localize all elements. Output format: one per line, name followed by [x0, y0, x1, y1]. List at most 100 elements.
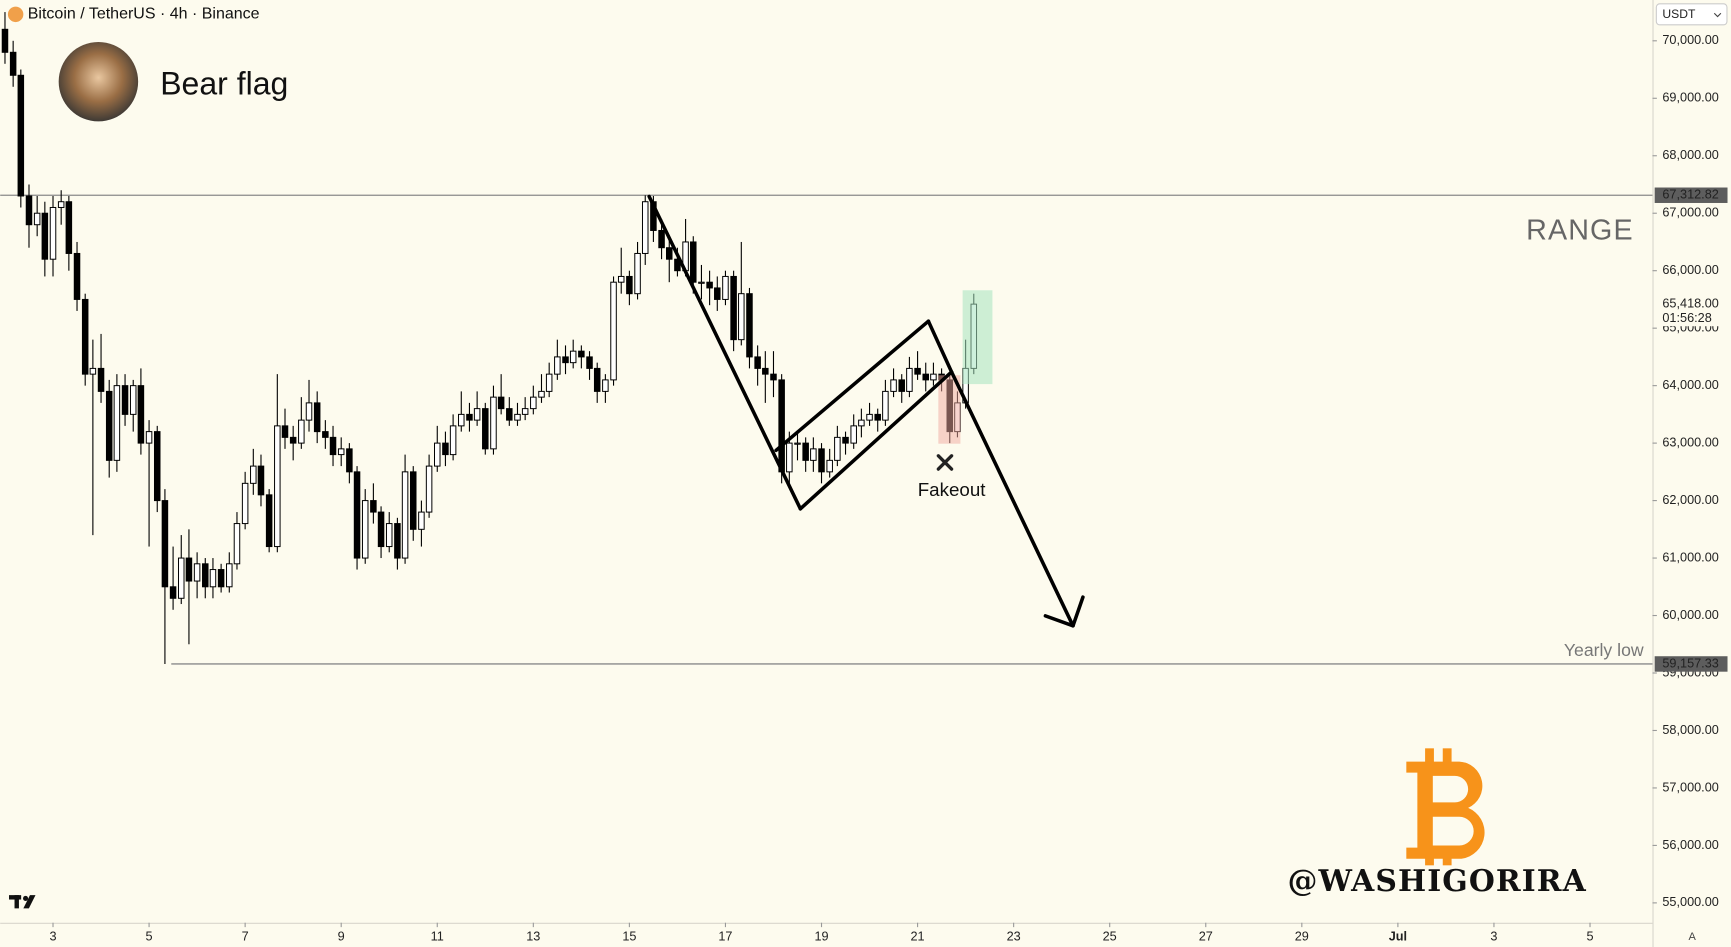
fakeout-label: Fakeout: [918, 479, 987, 500]
candle-body: [754, 356, 761, 369]
candle-body: [602, 379, 609, 392]
x-tick-label: 13: [526, 929, 540, 943]
candle-body: [482, 408, 489, 450]
candle-body: [922, 373, 929, 381]
x-tick-label: 25: [1103, 929, 1117, 943]
currency-select[interactable]: [1655, 3, 1728, 26]
candle-body: [169, 586, 177, 599]
candle-body: [265, 494, 273, 548]
candle-body: [826, 459, 833, 473]
candle-body: [530, 396, 537, 410]
candle-body: [514, 413, 521, 421]
candle-body: [409, 471, 417, 530]
candle-body: [33, 212, 41, 226]
candle-body: [25, 195, 33, 226]
candle-body: [578, 350, 585, 358]
candle-body: [634, 252, 641, 295]
chevron: [1713, 12, 1722, 18]
x-tick-label: 3: [49, 929, 56, 943]
x-tick-label: 19: [814, 929, 828, 943]
candle-body: [569, 350, 577, 364]
price-label: 65,418.00: [1662, 297, 1718, 311]
x-tick-label: 17: [718, 929, 732, 943]
candle-body: [690, 241, 697, 283]
candle-body: [521, 408, 529, 415]
candle-body: [57, 201, 65, 208]
candle-body: [850, 425, 857, 444]
candle-body: [658, 229, 665, 249]
candle-body: [641, 201, 649, 254]
candle-body: [177, 557, 185, 599]
candle-body: [121, 385, 129, 415]
y-tick-label: 58,000.00: [1662, 723, 1718, 737]
flag-edge: [926, 319, 954, 374]
x-tick-label: 29: [1295, 929, 1309, 943]
candle-body: [401, 471, 409, 559]
x-tick-label: 27: [1199, 929, 1213, 943]
candle-body: [17, 74, 25, 197]
arrow-head: [1043, 595, 1085, 628]
candle-body: [730, 275, 737, 341]
candle-body: [49, 206, 57, 260]
btc-icon: [7, 6, 24, 23]
fakeout-cross: [936, 454, 954, 471]
candle-body: [698, 281, 705, 284]
price-label: 59,157.33: [1662, 656, 1718, 670]
candle-body: [674, 258, 681, 272]
candle-body: [370, 500, 377, 513]
price-label-box: [1654, 656, 1728, 672]
candle-body: [473, 408, 481, 421]
candle-body: [714, 287, 721, 300]
candle-body: [153, 431, 161, 502]
range-label: RANGE: [1526, 214, 1634, 246]
y-tick-label: 66,000.00: [1662, 263, 1718, 277]
x-tick-label: 23: [1007, 929, 1021, 943]
auto-scale-glyph: A: [1689, 931, 1697, 943]
candle-body: [281, 425, 289, 438]
candle-body: [770, 373, 777, 381]
x-tick-label: 3: [1490, 929, 1497, 943]
tradingview-logo: [9, 895, 36, 909]
candle-body: [434, 442, 441, 467]
candle-body: [313, 402, 321, 433]
candle-body: [858, 419, 865, 427]
candle-body: [385, 523, 393, 548]
candle-body: [305, 402, 313, 421]
candle-body: [842, 436, 849, 444]
x-tick-label: 5: [1586, 929, 1593, 943]
candle-body: [89, 367, 97, 375]
candle-body: [458, 413, 465, 427]
candle-body: [250, 465, 257, 484]
candle-body: [65, 201, 73, 254]
candle-body: [329, 436, 337, 456]
candle-body: [346, 448, 353, 473]
x-tick-label: Jul: [1389, 929, 1407, 943]
y-tick-label: 68,000.00: [1662, 148, 1718, 162]
candle-body: [193, 563, 201, 582]
candle-body: [914, 367, 921, 375]
candle-body: [874, 413, 881, 421]
candle-body: [185, 557, 193, 582]
candle-body: [274, 425, 281, 548]
y-tick-label: 56,000.00: [1662, 838, 1718, 852]
candle-body: [1, 28, 9, 53]
candle-body: [226, 563, 233, 588]
candle-body: [738, 293, 745, 341]
yearly-low-label: Yearly low: [1564, 640, 1644, 660]
bitcoin-logo: [1406, 748, 1485, 866]
candle-body: [617, 275, 625, 283]
candle-body: [890, 379, 897, 392]
candle-body: [418, 511, 425, 530]
candle-body: [73, 252, 81, 300]
candle-body: [497, 396, 505, 410]
x-tick-label: 9: [338, 929, 345, 943]
candle-body: [930, 373, 937, 381]
candle-body: [442, 442, 449, 456]
candle-body: [506, 408, 513, 421]
candle-body: [9, 51, 17, 76]
candle-body: [113, 385, 121, 461]
candle-body: [129, 385, 137, 415]
x-tick-label: 15: [622, 929, 636, 943]
